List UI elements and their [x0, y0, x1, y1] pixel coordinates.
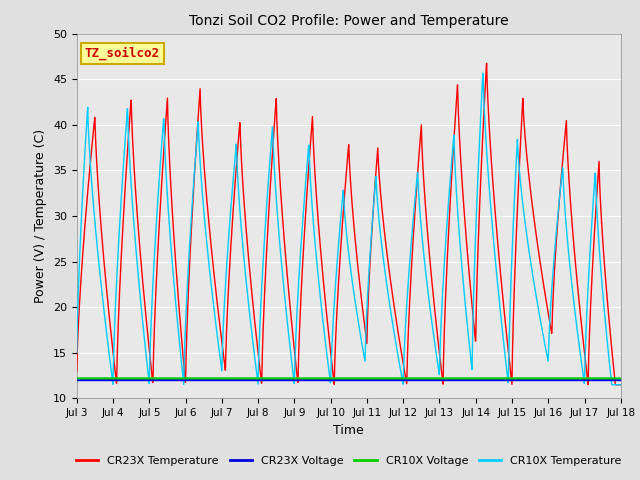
X-axis label: Time: Time	[333, 424, 364, 437]
Title: Tonzi Soil CO2 Profile: Power and Temperature: Tonzi Soil CO2 Profile: Power and Temper…	[189, 14, 509, 28]
Y-axis label: Power (V) / Temperature (C): Power (V) / Temperature (C)	[35, 129, 47, 303]
Text: TZ_soilco2: TZ_soilco2	[85, 47, 160, 60]
Legend: CR23X Temperature, CR23X Voltage, CR10X Voltage, CR10X Temperature: CR23X Temperature, CR23X Voltage, CR10X …	[72, 451, 626, 470]
